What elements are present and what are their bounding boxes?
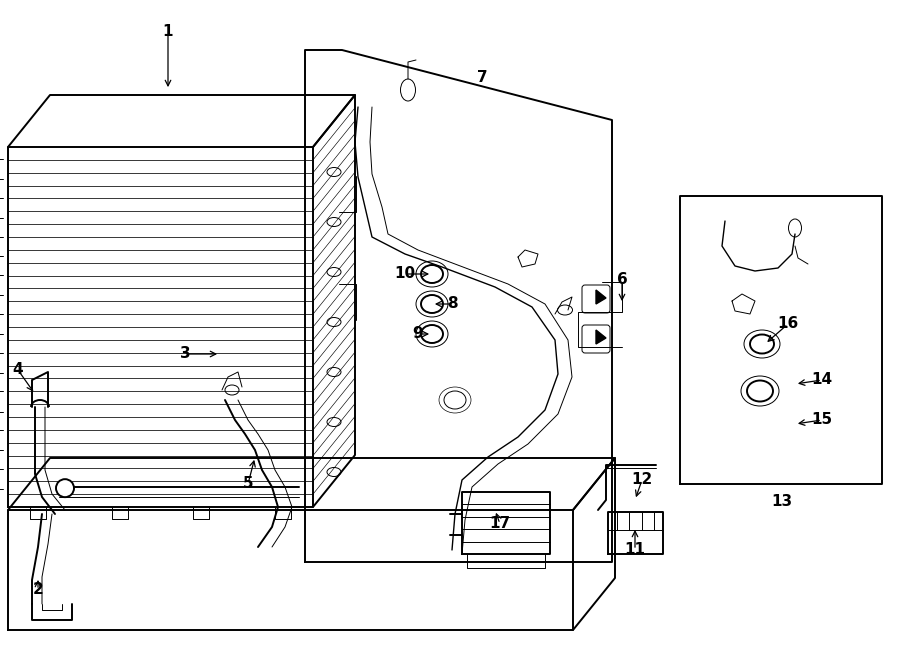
Text: 17: 17 xyxy=(490,516,510,532)
Text: 15: 15 xyxy=(812,412,833,428)
Text: 12: 12 xyxy=(632,473,652,487)
Text: 14: 14 xyxy=(812,373,833,387)
Text: 16: 16 xyxy=(778,316,798,332)
Circle shape xyxy=(56,479,74,497)
Text: 11: 11 xyxy=(625,542,645,557)
Text: 3: 3 xyxy=(180,346,190,361)
Text: 7: 7 xyxy=(477,70,487,85)
Text: 10: 10 xyxy=(394,267,416,281)
Polygon shape xyxy=(596,290,606,304)
Text: 8: 8 xyxy=(446,297,457,312)
Text: 9: 9 xyxy=(413,326,423,342)
Text: 4: 4 xyxy=(13,363,23,377)
Text: 1: 1 xyxy=(163,24,173,40)
Text: 2: 2 xyxy=(32,583,43,598)
Text: 5: 5 xyxy=(243,477,253,491)
Polygon shape xyxy=(596,330,606,344)
Text: 6: 6 xyxy=(616,273,627,287)
Text: 13: 13 xyxy=(771,495,793,510)
